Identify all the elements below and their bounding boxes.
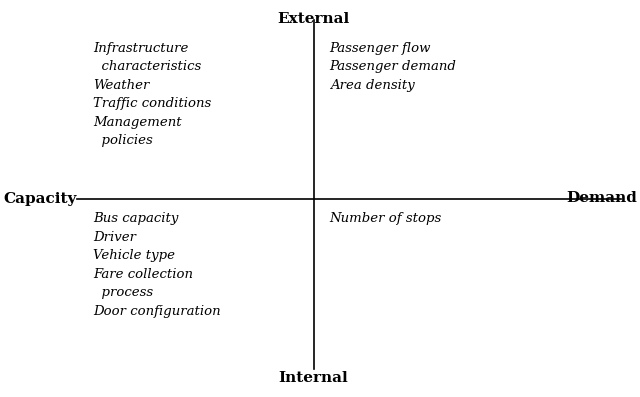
Text: Infrastructure
  characteristics
Weather
Traffic conditions
Management
  policie: Infrastructure characteristics Weather T… [93,42,211,147]
Text: Number of stops: Number of stops [330,212,442,225]
Text: Capacity: Capacity [3,191,77,206]
Text: Passenger flow
Passenger demand
Area density: Passenger flow Passenger demand Area den… [330,42,456,92]
Text: External: External [278,12,349,26]
Text: Demand: Demand [566,191,637,206]
Text: Internal: Internal [279,371,348,385]
Text: Bus capacity
Driver
Vehicle type
Fare collection
  process
Door configuration: Bus capacity Driver Vehicle type Fare co… [93,212,220,318]
